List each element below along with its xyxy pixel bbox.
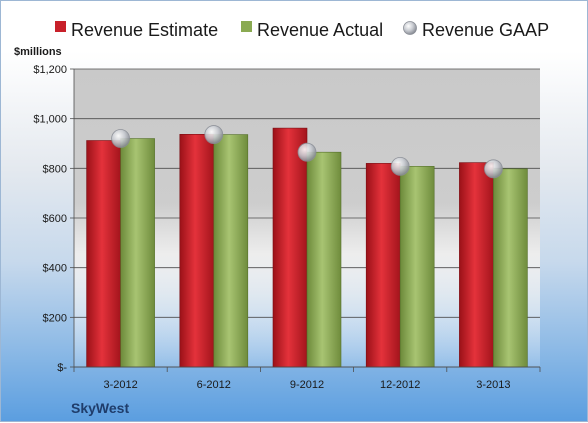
bars bbox=[86, 127, 528, 368]
company-name: SkyWest bbox=[71, 400, 129, 416]
bar-revenue-estimate bbox=[179, 134, 215, 368]
y-tick-label: $800 bbox=[43, 163, 67, 175]
y-tick-label: $1,200 bbox=[33, 64, 67, 76]
x-category-label: 3-2013 bbox=[476, 379, 510, 391]
unit-label: $millions bbox=[14, 46, 62, 58]
legend-label-actual: Revenue Actual bbox=[257, 20, 383, 40]
x-axis: 3-2012 6-2012 9-2012 12-2012 3-2013 bbox=[73, 366, 541, 391]
bar-revenue-estimate bbox=[459, 162, 494, 368]
x-category-label: 9-2012 bbox=[290, 379, 324, 391]
y-tick-label: $200 bbox=[43, 312, 67, 324]
x-category-label: 3-2012 bbox=[103, 379, 137, 391]
x-category-label: 6-2012 bbox=[197, 379, 231, 391]
marker-revenue-gaap bbox=[204, 125, 224, 144]
y-tick-label: $400 bbox=[43, 263, 67, 275]
marker-revenue-gaap bbox=[297, 142, 317, 162]
legend: Revenue Estimate Revenue Actual Revenue … bbox=[55, 20, 549, 40]
gaap-markers bbox=[111, 125, 503, 179]
y-tick-label: $1,000 bbox=[33, 114, 67, 126]
marker-revenue-gaap bbox=[390, 156, 410, 176]
y-tick-label: $600 bbox=[43, 213, 67, 225]
x-category-label: 12-2012 bbox=[380, 379, 420, 391]
bar-revenue-estimate bbox=[365, 163, 401, 368]
bar-revenue-actual bbox=[493, 168, 528, 368]
bar-revenue-actual bbox=[213, 134, 249, 368]
bar-revenue-actual bbox=[120, 138, 155, 368]
marker-revenue-gaap bbox=[111, 129, 130, 148]
legend-swatch-estimate bbox=[55, 21, 66, 32]
y-axis: $- $200 $400 $600 $800 $1,000 $1,200 bbox=[33, 64, 75, 374]
legend-marker-gaap bbox=[403, 21, 417, 35]
legend-label-estimate: Revenue Estimate bbox=[71, 20, 218, 40]
legend-swatch-actual bbox=[241, 21, 252, 32]
y-tick-label: $- bbox=[57, 362, 67, 374]
legend-label-gaap: Revenue GAAP bbox=[422, 20, 549, 40]
bar-revenue-actual bbox=[399, 166, 435, 368]
bar-revenue-estimate bbox=[272, 127, 308, 368]
bar-revenue-actual bbox=[306, 151, 342, 368]
marker-revenue-gaap bbox=[483, 159, 503, 179]
bar-revenue-estimate bbox=[86, 140, 121, 368]
